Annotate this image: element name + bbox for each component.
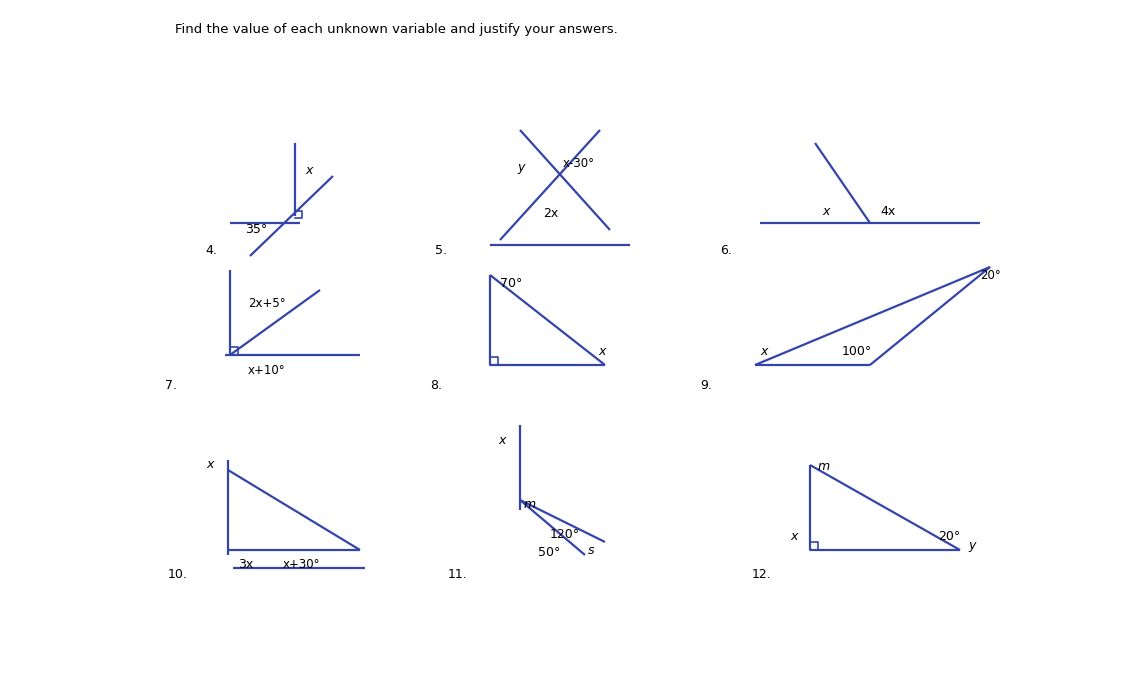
Text: 6.: 6. [720, 243, 732, 256]
Text: 50°: 50° [538, 545, 561, 558]
Text: x: x [598, 345, 606, 358]
Text: 7.: 7. [165, 379, 176, 392]
Text: x-30°: x-30° [563, 156, 595, 169]
Text: y: y [517, 160, 525, 173]
Text: 2x: 2x [543, 206, 559, 219]
Text: 35°: 35° [245, 223, 268, 236]
Text: s: s [588, 543, 595, 556]
Text: 5.: 5. [435, 243, 447, 256]
Text: 2x+5°: 2x+5° [248, 297, 285, 310]
Text: x: x [207, 458, 214, 471]
Text: 20°: 20° [980, 269, 1000, 282]
Text: 3x: 3x [238, 558, 253, 571]
Text: 20°: 20° [939, 530, 960, 543]
Text: 8.: 8. [430, 379, 442, 392]
Text: y: y [968, 538, 976, 551]
Text: 12.: 12. [752, 569, 772, 582]
Text: x: x [760, 345, 768, 358]
Text: 10.: 10. [167, 569, 188, 582]
Text: 70°: 70° [500, 277, 523, 290]
Text: x: x [823, 205, 830, 218]
Text: 9.: 9. [700, 379, 711, 392]
Text: m: m [818, 460, 831, 473]
Text: Find the value of each unknown variable and justify your answers.: Find the value of each unknown variable … [175, 23, 618, 36]
Text: 4x: 4x [880, 205, 895, 218]
Text: x+30°: x+30° [283, 558, 320, 571]
Text: x: x [305, 164, 312, 177]
Text: 120°: 120° [550, 529, 580, 542]
Text: 100°: 100° [842, 345, 872, 358]
Text: m: m [524, 499, 536, 512]
Text: x+10°: x+10° [248, 364, 285, 377]
Text: x: x [790, 530, 798, 543]
Text: x: x [499, 434, 506, 447]
Text: 4.: 4. [205, 243, 217, 256]
Text: 11.: 11. [448, 569, 468, 582]
